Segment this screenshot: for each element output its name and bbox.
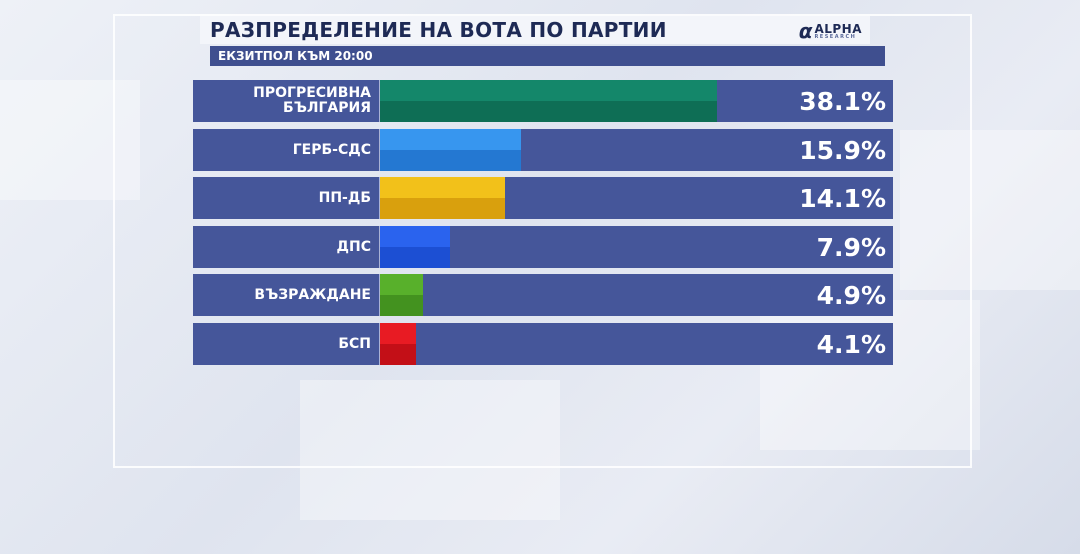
- background-tile: [900, 130, 1080, 290]
- label-divider: [379, 323, 380, 365]
- value-label: 7.9%: [816, 232, 886, 262]
- bar-row: ПП-ДБ 14.1%: [193, 177, 893, 219]
- subtitle-bar: ЕКЗИТПОЛ КЪМ 20:00: [210, 46, 885, 66]
- value-label: 14.1%: [799, 183, 886, 213]
- bar: [380, 129, 521, 171]
- alpha-research-logo: α ALPHA RESEARCH: [799, 19, 862, 43]
- category-label-line: ГЕРБ-СДС: [292, 141, 371, 158]
- background-tile: [300, 380, 560, 520]
- category-label-line: ДПС: [336, 238, 371, 255]
- label-divider: [379, 226, 380, 268]
- bar: [380, 226, 450, 268]
- value-label: 15.9%: [799, 135, 886, 165]
- bar: [380, 177, 505, 219]
- label-divider: [379, 80, 380, 122]
- bar: [380, 80, 717, 122]
- bar: [380, 274, 423, 316]
- value-label: 4.9%: [816, 280, 886, 310]
- category-label: ПП-ДБ: [193, 177, 376, 219]
- alpha-logo-icon: α: [798, 19, 813, 43]
- logo-main-text: ALPHA: [814, 21, 862, 36]
- bar: [380, 323, 416, 365]
- label-divider: [379, 177, 380, 219]
- title-bar: РАЗПРЕДЕЛЕНИЕ НА ВОТА ПО ПАРТИИ α ALPHA …: [200, 16, 870, 44]
- category-label: ВЪЗРАЖДАНЕ: [193, 274, 376, 316]
- category-label-line: ВЪЗРАЖДАНЕ: [254, 286, 371, 303]
- value-label: 4.1%: [816, 329, 886, 359]
- category-label-line: БСП: [338, 335, 371, 352]
- logo-sub-text: RESEARCH: [814, 33, 857, 40]
- bar-row: ДПС 7.9%: [193, 226, 893, 268]
- chart-subtitle: ЕКЗИТПОЛ КЪМ 20:00: [218, 49, 373, 63]
- category-label: ГЕРБ-СДС: [193, 129, 376, 171]
- bar-row: ВЪЗРАЖДАНЕ 4.9%: [193, 274, 893, 316]
- category-label-line: ПП-ДБ: [318, 189, 371, 206]
- category-label: ПРОГРЕСИВНА БЪЛГАРИЯ: [193, 80, 376, 122]
- bar-row: БСП 4.1%: [193, 323, 893, 365]
- value-label: 38.1%: [799, 86, 886, 116]
- bar-row: ГЕРБ-СДС 15.9%: [193, 129, 893, 171]
- category-label: БСП: [193, 323, 376, 365]
- bar-row: ПРОГРЕСИВНА БЪЛГАРИЯ 38.1%: [193, 80, 893, 122]
- background-tile: [0, 80, 140, 200]
- category-label-line: ПРОГРЕСИВНА: [253, 85, 371, 101]
- category-label: ДПС: [193, 226, 376, 268]
- graphic-frame: [113, 14, 972, 468]
- category-label-line: БЪЛГАРИЯ: [283, 100, 371, 116]
- label-divider: [379, 129, 380, 171]
- chart-title: РАЗПРЕДЕЛЕНИЕ НА ВОТА ПО ПАРТИИ: [210, 18, 667, 42]
- label-divider: [379, 274, 380, 316]
